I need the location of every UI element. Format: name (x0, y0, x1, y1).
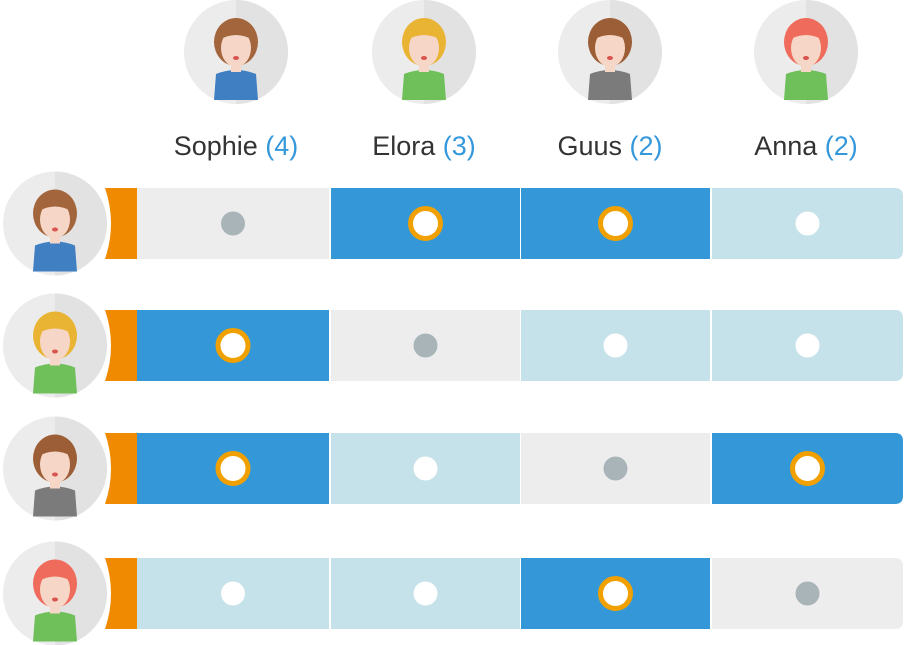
selected-ring (598, 206, 633, 241)
avatar-fringe (593, 28, 627, 40)
avatar-body (402, 70, 446, 100)
avatar (558, 0, 662, 104)
status-dot (413, 581, 438, 606)
column-header: Anna (2) (754, 131, 858, 161)
avatar-mouth (52, 227, 58, 232)
avatar (754, 0, 858, 104)
avatar-body (33, 486, 77, 517)
avatar-mouth (52, 597, 58, 602)
avatar-fringe (38, 199, 72, 212)
avatar-mouth (52, 472, 58, 477)
avatar-body (784, 70, 828, 100)
avatar (372, 0, 476, 104)
avatar-face (409, 29, 439, 67)
row-tab (105, 188, 137, 259)
avatar-face (791, 29, 821, 67)
avatar-fringe (38, 569, 72, 582)
column-header: Guus (2) (557, 131, 662, 161)
avatar-body (33, 363, 77, 394)
status-dot (603, 333, 628, 358)
selected-ring (598, 576, 633, 611)
status-dot (603, 456, 628, 481)
match-count: (2) (630, 131, 663, 161)
column-header: Sophie (4) (174, 131, 299, 161)
avatar-mouth (52, 349, 58, 354)
status-dot (413, 333, 438, 358)
status-dot (221, 581, 245, 606)
person-name: Anna (754, 131, 818, 161)
avatar-face (595, 29, 625, 67)
avatar-fringe (219, 28, 253, 40)
avatar-face (40, 322, 70, 361)
row-tab (105, 433, 137, 504)
avatar-body (214, 70, 258, 100)
status-dot (413, 456, 438, 481)
person-name: Sophie (174, 131, 258, 161)
avatar (3, 293, 107, 398)
avatar-body (33, 241, 77, 272)
avatar-face (40, 200, 70, 239)
avatar-mouth (803, 56, 809, 60)
avatar-fringe (38, 321, 72, 334)
selected-ring (215, 328, 251, 363)
status-dot (795, 333, 820, 358)
avatar-body (33, 611, 77, 642)
row-tab (105, 558, 137, 629)
avatar-mouth (421, 56, 427, 60)
selected-ring (408, 206, 443, 241)
avatar-mouth (607, 56, 613, 60)
avatar (3, 416, 107, 521)
avatar-fringe (407, 28, 441, 40)
selected-ring (790, 451, 825, 486)
avatar-face (40, 445, 70, 484)
avatar (184, 0, 288, 104)
person-name: Guus (557, 131, 622, 161)
status-dot (795, 211, 820, 236)
avatar (3, 171, 107, 276)
avatar-face (40, 570, 70, 609)
column-header: Elora (3) (372, 131, 476, 161)
avatar-fringe (789, 28, 823, 40)
status-dot (795, 581, 820, 606)
match-count: (3) (443, 131, 476, 161)
row-tab (105, 310, 137, 381)
avatar (3, 541, 107, 645)
avatar-mouth (233, 56, 239, 60)
avatar-face (221, 29, 251, 67)
person-name: Elora (372, 131, 436, 161)
match-count: (2) (825, 131, 858, 161)
match-count: (4) (265, 131, 298, 161)
avatar-fringe (38, 444, 72, 457)
selected-ring (215, 451, 251, 486)
status-dot (221, 211, 245, 236)
avatar-body (588, 70, 632, 100)
